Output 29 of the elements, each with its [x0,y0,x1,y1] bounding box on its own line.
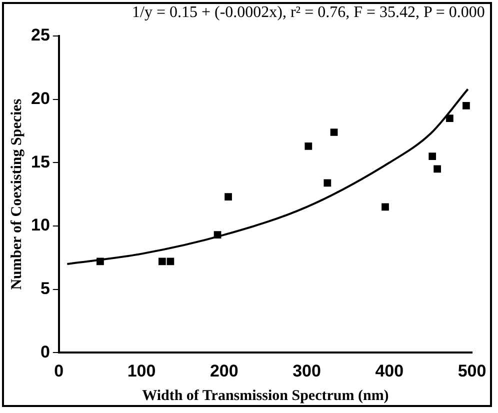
y-tick-label: 25 [30,26,50,45]
y-tick-label: 20 [30,89,50,108]
y-tick-label: 5 [40,278,50,298]
x-tick-label: 100 [127,361,156,380]
x-tick-label: 0 [54,361,64,380]
point [158,258,166,266]
point [428,152,436,160]
point [224,193,232,201]
text: 1/y = 0.15 + (-0.0002x), r² = 0.76, F = 35.42, P = 0.000 [132,4,485,22]
point [434,165,441,173]
x-tick-label: 200 [210,361,238,380]
point [304,142,312,150]
x-tick-label: 300 [292,361,321,380]
point [324,179,332,187]
y-tick-label: 10 [30,216,50,235]
point [330,128,338,136]
x-tick-label: 500 [458,361,486,380]
point [214,231,222,239]
y-tick-label: 0 [40,342,50,362]
y-axis-title: Number of Coexisting Species [8,98,25,290]
point [96,258,104,266]
y-tick-label: 15 [30,152,50,172]
point [382,203,389,211]
point [462,102,470,110]
point [166,258,174,266]
x-axis-title: Width of Transmission Spectrum (nm) [142,388,389,404]
x-tick-label: 400 [375,361,404,380]
line-series [66,88,469,265]
point [446,114,454,122]
